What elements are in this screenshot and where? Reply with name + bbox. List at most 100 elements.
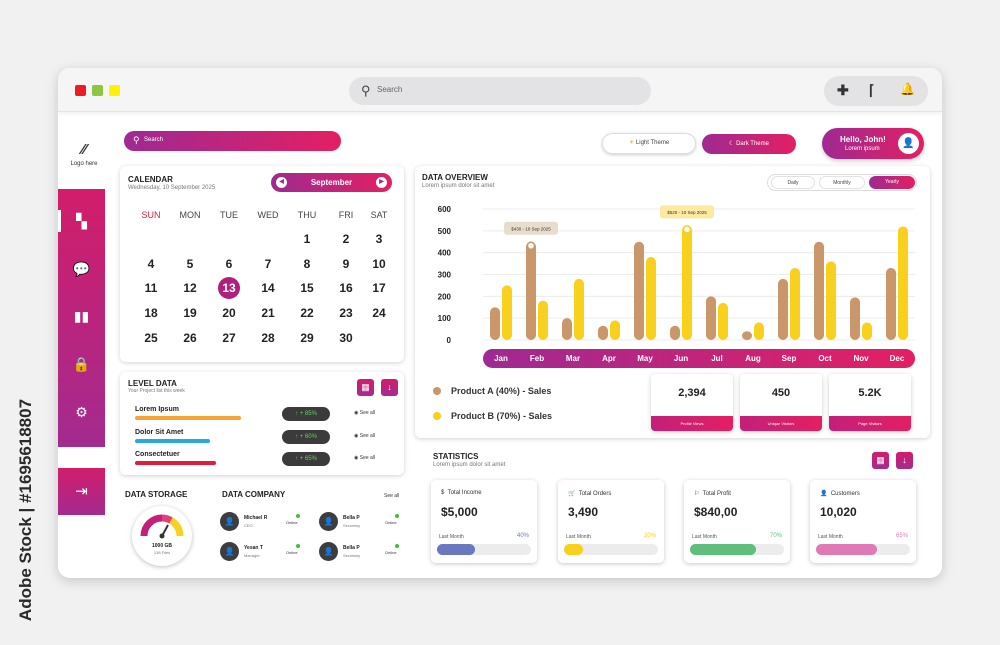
tab-daily[interactable]: Daily <box>771 176 815 189</box>
calendar-day[interactable]: 20 <box>222 306 236 320</box>
sidebar-item-security[interactable]: 🔒 <box>58 349 105 379</box>
bar-product-a-jun[interactable] <box>670 325 680 340</box>
bar-product-b-apr[interactable] <box>610 320 620 340</box>
calendar-day[interactable]: 7 <box>264 257 272 271</box>
tab-monthly[interactable]: Monthly <box>819 176 865 189</box>
maximize-dot[interactable] <box>109 85 120 96</box>
calendar-day[interactable]: 3 <box>375 232 383 246</box>
corner-icon[interactable]: ⌈ <box>869 82 875 98</box>
calendar-day[interactable]: 4 <box>147 257 155 271</box>
calendar-day[interactable]: 22 <box>300 306 314 320</box>
bar-product-b-jan[interactable] <box>502 285 512 340</box>
bar-product-b-sep[interactable] <box>790 267 800 340</box>
calendar-day[interactable]: 12 <box>183 281 197 295</box>
level-item-see-all-link[interactable]: ◉ See all <box>354 433 376 439</box>
calendar-day-selected[interactable]: 13 <box>218 277 240 299</box>
bar-product-a-nov[interactable] <box>850 297 860 340</box>
sidebar-item-chat[interactable]: 💬 <box>58 254 105 284</box>
calendar-day[interactable]: 24 <box>372 306 386 320</box>
calendar-day[interactable]: 8 <box>303 257 311 271</box>
statistic-card[interactable]: 👤 Customers 10,020 Last Month 65% <box>810 480 916 563</box>
bar-product-a-sep[interactable] <box>778 278 788 340</box>
bar-product-b-oct[interactable] <box>826 261 836 340</box>
x-tick-label: Jun <box>673 354 689 363</box>
bar-product-b-jul[interactable] <box>718 302 728 340</box>
bar-product-b-jun[interactable] <box>682 225 692 340</box>
bar-product-a-aug[interactable] <box>742 331 752 340</box>
profile-views-box[interactable]: 2,394 Profile Views <box>651 374 733 431</box>
sidebar-item-dashboard[interactable]: ▚ <box>58 206 105 236</box>
bell-icon[interactable]: 🔔 <box>900 82 915 96</box>
tab-yearly[interactable]: Yearly <box>869 176 915 189</box>
calendar-day[interactable]: 26 <box>183 331 197 345</box>
statistic-card[interactable]: ⚐ Total Profit $840,00 Last Month 70% <box>684 480 790 563</box>
calendar-day[interactable]: 23 <box>339 306 353 320</box>
company-person[interactable]: 👤 Bella P Secretary Online <box>319 542 403 562</box>
calendar-day[interactable]: 28 <box>261 331 275 345</box>
statistic-label: $ Total Income <box>441 490 482 496</box>
calendar-day[interactable]: 15 <box>300 281 314 295</box>
sidebar-item-analytics[interactable]: ▮▮ <box>58 301 105 331</box>
calendar-day[interactable]: 5 <box>186 257 194 271</box>
user-greeting[interactable]: Hello, John! Lorem ipsum 👤 <box>822 128 924 159</box>
bar-product-b-may[interactable] <box>646 257 656 340</box>
calendar-day[interactable]: 10 <box>372 257 386 271</box>
calendar-day[interactable]: 21 <box>261 306 275 320</box>
level-item-see-all-link[interactable]: ◉ See all <box>354 455 376 461</box>
prev-month-button[interactable]: ◀ <box>276 177 287 188</box>
unique-visitors-box[interactable]: 450 Unique Visitors <box>740 374 822 431</box>
calendar-day[interactable]: 1 <box>303 232 311 246</box>
company-person[interactable]: 👤 Bella P Secretary Online <box>319 512 403 532</box>
calendar-button[interactable]: ▦ <box>357 379 374 396</box>
bar-product-a-mar[interactable] <box>562 318 572 340</box>
main-search-input[interactable]: ⚲ Search <box>124 131 341 151</box>
bar-product-a-jan[interactable] <box>490 307 500 340</box>
person-role: Secretary <box>343 553 361 558</box>
calendar-day[interactable]: 14 <box>261 281 275 295</box>
bar-product-b-aug[interactable] <box>754 322 764 340</box>
statistic-card[interactable]: 🛒 Total Orders 3,490 Last Month 20% <box>558 480 664 563</box>
bar-product-a-jul[interactable] <box>706 296 716 340</box>
level-item-see-all-link[interactable]: ◉ See all <box>354 410 376 416</box>
bar-product-a-apr[interactable] <box>598 325 608 340</box>
calendar-day[interactable]: 2 <box>342 232 350 246</box>
calendar-day[interactable]: 18 <box>144 306 158 320</box>
calendar-day[interactable]: 29 <box>300 331 314 345</box>
bar-product-a-dec[interactable] <box>886 267 896 340</box>
calendar-day[interactable]: 6 <box>225 257 233 271</box>
online-dot <box>296 544 300 548</box>
light-theme-button[interactable]: ☀ Light Theme <box>602 133 696 154</box>
top-search-bar[interactable]: ⚲ Search <box>349 77 651 105</box>
dark-theme-button[interactable]: ☾ Dark Theme <box>702 134 796 154</box>
calendar-day[interactable]: 19 <box>183 306 197 320</box>
plus-icon[interactable]: ✚ <box>837 82 849 98</box>
bar-product-b-feb[interactable] <box>538 300 548 340</box>
bar-product-b-dec[interactable] <box>898 226 908 340</box>
calendar-day[interactable]: 16 <box>339 281 353 295</box>
statistics-calendar-button[interactable]: ▦ <box>872 452 889 469</box>
company-person[interactable]: 👤 Yesan T Manager Online <box>220 542 304 562</box>
bar-product-a-oct[interactable] <box>814 241 824 340</box>
calendar-day[interactable]: 11 <box>144 281 158 295</box>
sidebar-item-settings[interactable]: ⚙ <box>58 397 105 427</box>
page-visitors-box[interactable]: 5.2K Page Visitors <box>829 374 911 431</box>
calendar-day[interactable]: 9 <box>342 257 350 271</box>
download-button[interactable]: ↓ <box>381 379 398 396</box>
company-person[interactable]: 👤 Michael R CEO Online <box>220 512 304 532</box>
statistics-download-button[interactable]: ↓ <box>896 452 913 469</box>
calendar-day[interactable]: 30 <box>339 331 353 345</box>
minimize-dot[interactable] <box>92 85 103 96</box>
close-dot[interactable] <box>75 85 86 96</box>
company-see-all-link[interactable]: See all <box>384 493 400 499</box>
bar-product-b-mar[interactable] <box>574 278 584 340</box>
calendar-day[interactable]: 27 <box>222 331 236 345</box>
bar-product-b-nov[interactable] <box>862 322 872 340</box>
bar-product-a-may[interactable] <box>634 241 644 340</box>
logout-button[interactable]: ⇥ <box>58 468 105 515</box>
calendar-day[interactable]: 17 <box>372 281 386 295</box>
calendar-day[interactable]: 25 <box>144 331 158 345</box>
next-month-button[interactable]: ▶ <box>376 177 387 188</box>
bar-product-a-feb[interactable] <box>526 241 536 340</box>
statistic-card[interactable]: $ Total Income $5,000 Last Month 40% <box>431 480 537 563</box>
y-tick-label: 200 <box>438 292 452 301</box>
